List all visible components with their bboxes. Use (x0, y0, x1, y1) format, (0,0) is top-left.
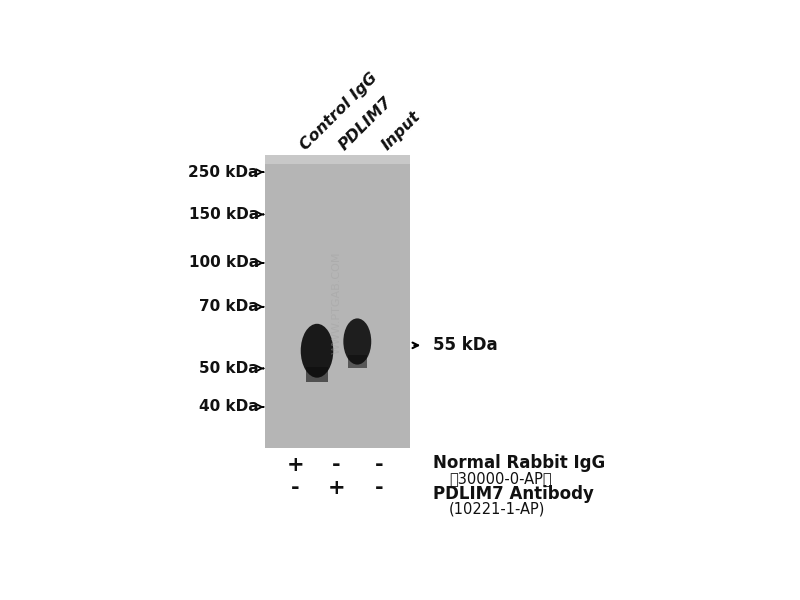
Text: PDLIM7 Antibody: PDLIM7 Antibody (434, 485, 594, 503)
Text: (10221-1-AP): (10221-1-AP) (449, 502, 545, 517)
Text: Input: Input (379, 109, 423, 153)
Bar (265, 155, 410, 448)
Bar (306, 367, 328, 382)
Text: Normal Rabbit IgG: Normal Rabbit IgG (434, 454, 606, 472)
Bar (347, 355, 367, 368)
Text: PDLIM7: PDLIM7 (336, 94, 395, 153)
Text: 70 kDa: 70 kDa (199, 299, 259, 314)
Text: （30000-0-AP）: （30000-0-AP） (449, 471, 551, 486)
Ellipse shape (343, 319, 371, 365)
Text: 50 kDa: 50 kDa (199, 361, 259, 376)
Ellipse shape (301, 324, 334, 377)
Text: Control IgG: Control IgG (298, 70, 381, 153)
Text: +: + (286, 455, 304, 475)
Text: 55 kDa: 55 kDa (434, 337, 498, 355)
Text: -: - (332, 455, 341, 475)
Text: 100 kDa: 100 kDa (189, 256, 259, 271)
Text: 250 kDa: 250 kDa (189, 164, 259, 179)
Text: -: - (374, 455, 383, 475)
Text: 150 kDa: 150 kDa (189, 207, 259, 222)
Bar (265, 155, 410, 164)
Text: WWW.PTGAB.COM: WWW.PTGAB.COM (331, 252, 342, 354)
Text: 40 kDa: 40 kDa (199, 400, 259, 415)
Text: -: - (291, 478, 300, 498)
Text: +: + (327, 478, 345, 498)
Text: -: - (374, 478, 383, 498)
